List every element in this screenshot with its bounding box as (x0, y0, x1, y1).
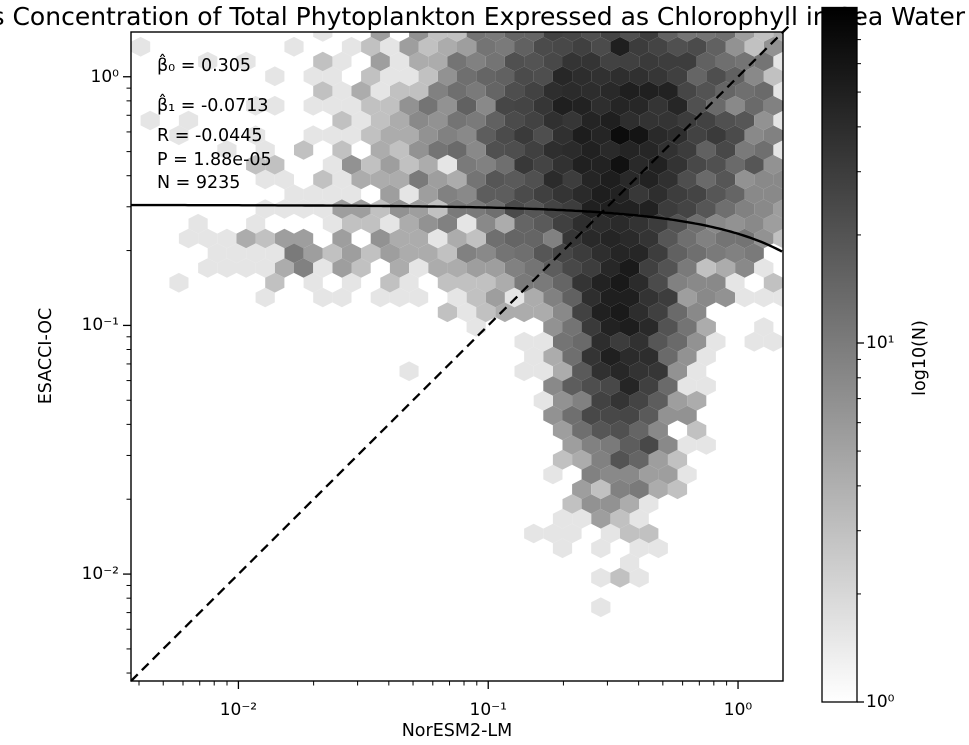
colorbar-label: log10(N) (910, 320, 930, 396)
x-axis-label: NorESM2-LM (401, 721, 513, 741)
x-tick-label: 10⁰ (723, 700, 753, 720)
x-tick-label: 10⁻¹ (469, 700, 507, 720)
axis-ticks (123, 76, 739, 689)
chart-title: s Concentration of Total Phytoplankton E… (0, 2, 965, 31)
stats-p: P = 1.88e-05 (157, 150, 272, 170)
identity-line (130, 22, 793, 682)
stats-beta0: β̂₀ = 0.305 (157, 56, 252, 76)
stats-r: R = -0.0445 (157, 126, 263, 146)
x-tick-label: 10⁻² (219, 700, 258, 720)
plot-frame (130, 31, 784, 682)
stats-beta1: β̂₁ = -0.0713 (157, 96, 269, 116)
y-tick-label: 10⁻² (81, 564, 119, 585)
hexbin-layer (131, 32, 783, 618)
colorbar-tick-label: 10¹ (866, 333, 895, 353)
colorbar-ticks (857, 18, 864, 703)
stats-n: N = 9235 (157, 173, 241, 193)
colorbar-tick-label: 10⁰ (866, 692, 895, 712)
y-axis-label: ESACCI-OC (36, 307, 56, 405)
fit-line (131, 203, 783, 253)
y-tick-label: 10⁻¹ (81, 315, 119, 336)
colorbar (821, 6, 858, 703)
y-tick-label: 10⁰ (90, 66, 119, 87)
